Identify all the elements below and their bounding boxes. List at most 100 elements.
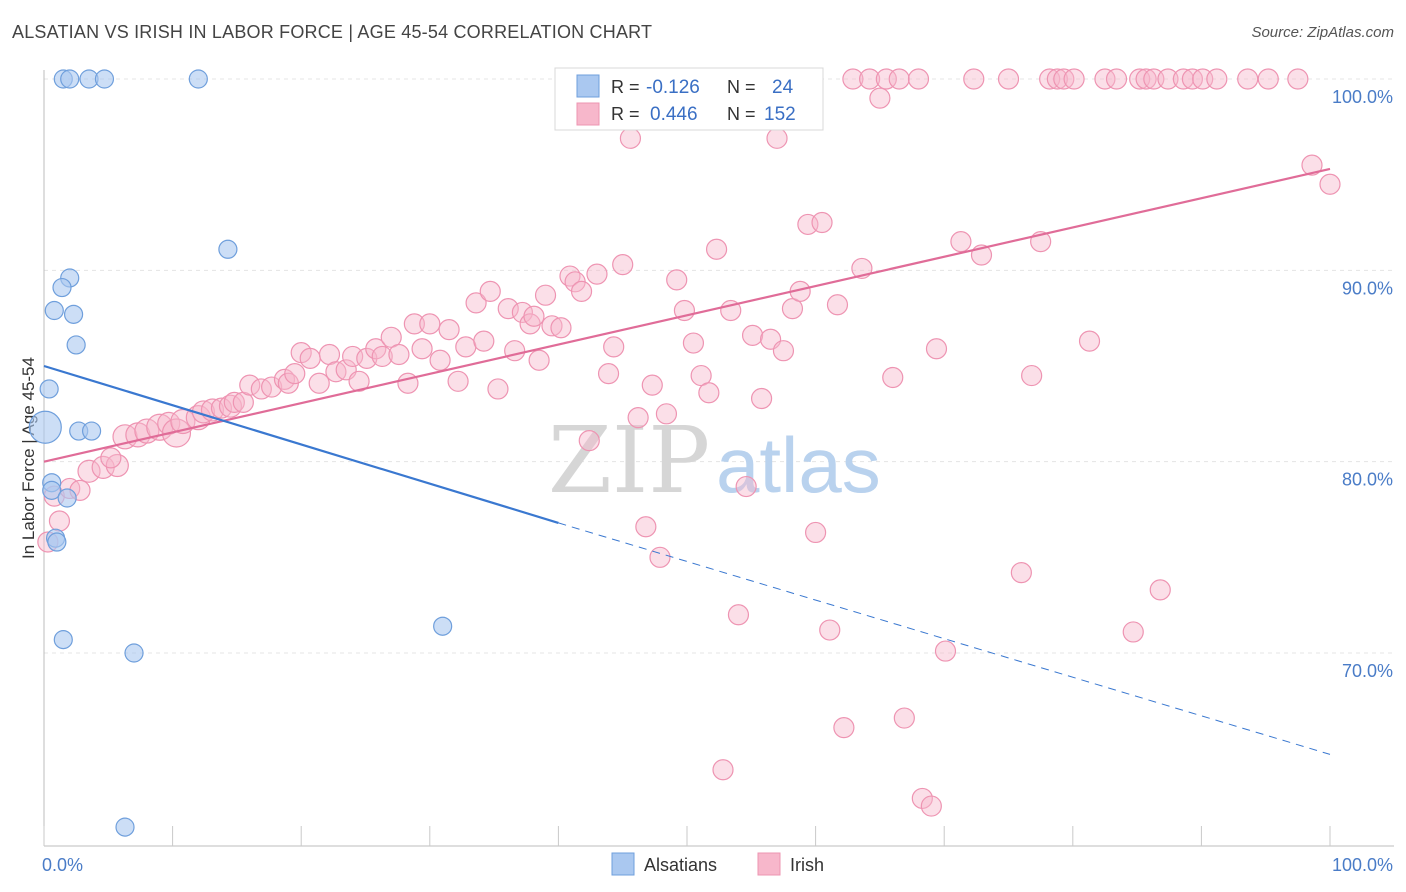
alsatians-point-12 <box>28 410 62 444</box>
irish-point-77 <box>666 269 688 291</box>
irish-point-126 <box>1105 68 1128 90</box>
alsatians-point-5 <box>218 239 238 259</box>
alsatians-point-23 <box>115 817 135 837</box>
alsatians-trend-line <box>43 364 559 524</box>
series-legend: Alsatians Irish <box>611 852 824 876</box>
irish-point-14 <box>161 418 192 448</box>
irish-point-99 <box>833 717 855 739</box>
legend-frame <box>554 67 824 131</box>
irish-point-47 <box>438 319 460 341</box>
chart-title: ALSATIAN VS IRISH IN LABOR FORCE | AGE 4… <box>12 22 653 42</box>
irish-point-71 <box>619 127 642 149</box>
irish-point-45 <box>419 313 441 335</box>
irish-point-97 <box>819 619 841 641</box>
y-axis-label: In Labor Force | Age 45-54 <box>19 357 38 559</box>
irish-point-28 <box>284 363 306 385</box>
legend-swatch-alsatians <box>576 74 600 98</box>
legend-swatch-irish <box>576 102 600 126</box>
irish-trend-line <box>43 167 1331 463</box>
y-tick-label-70: 70.0% <box>1342 661 1393 681</box>
irish-point-43 <box>403 313 425 335</box>
irish-point-85 <box>727 604 750 626</box>
legend-r-value-alsatians: -0.126 <box>646 77 700 98</box>
irish-point-49 <box>455 336 477 358</box>
irish-point-30 <box>299 347 321 369</box>
irish-point-69 <box>603 336 625 358</box>
irish-point-123 <box>1063 68 1085 90</box>
irish-point-96 <box>811 211 833 234</box>
x-tick-label-100: 100.0% <box>1332 855 1393 875</box>
irish-point-25 <box>261 376 283 398</box>
irish-point-83 <box>712 759 734 781</box>
legend-n-value-alsatians: 24 <box>772 77 794 98</box>
legend-n-label-alsatians: N = <box>727 77 756 97</box>
irish-point-116 <box>997 68 1020 90</box>
alsatians-point-11 <box>39 379 59 399</box>
irish-point-60 <box>534 284 557 306</box>
irish-point-132 <box>1157 68 1179 90</box>
irish-point-50 <box>465 292 487 314</box>
irish-point-86 <box>735 475 757 498</box>
irish-point-65 <box>570 280 593 302</box>
irish-point-133 <box>1172 68 1194 90</box>
legend-r-label-irish: R = <box>611 104 640 124</box>
series-legend-swatch-irish <box>757 852 781 876</box>
irish-point-98 <box>826 294 849 316</box>
irish-point-138 <box>1257 68 1279 90</box>
irish-point-136 <box>1206 68 1228 90</box>
irish-point-125 <box>1094 68 1116 90</box>
irish-point-66 <box>578 430 600 452</box>
alsatians-point-1 <box>60 69 80 89</box>
irish-point-105 <box>882 366 904 389</box>
irish-point-67 <box>586 263 608 285</box>
irish-point-1 <box>48 510 71 532</box>
axes <box>43 70 1394 847</box>
chart-source: Source: ZipAtlas.com <box>1251 24 1394 41</box>
alsatians-point-14 <box>81 421 102 441</box>
alsatians-point-10 <box>66 335 86 355</box>
y-tick-label-100: 100.0% <box>1332 87 1393 107</box>
irish-point-140 <box>1301 154 1323 176</box>
irish-point-23 <box>239 374 261 396</box>
alsatians-point-16 <box>42 480 62 500</box>
irish-point-41 <box>388 343 410 366</box>
irish-point-59 <box>528 349 550 371</box>
irish-point-104 <box>875 68 897 90</box>
series-legend-label-irish: Irish <box>790 855 824 875</box>
irish-point-102 <box>859 68 881 90</box>
alsatians-point-17 <box>57 488 77 508</box>
irish-point-90 <box>766 127 788 149</box>
alsatians-point-21 <box>53 630 73 650</box>
irish-point-112 <box>934 640 957 662</box>
alsatians-point-22 <box>124 643 144 663</box>
irish-point-21 <box>223 391 245 413</box>
x-ticks <box>43 826 1331 846</box>
irish-point-124 <box>1078 330 1101 352</box>
irish-point-48 <box>447 370 469 392</box>
alsatians-point-9 <box>63 304 84 324</box>
irish-point-55 <box>504 340 526 362</box>
irish-point-44 <box>411 338 433 360</box>
trend-lines <box>43 167 1331 755</box>
irish-point-46 <box>429 349 451 371</box>
irish-point-76 <box>655 403 678 425</box>
y-tick-label-90: 90.0% <box>1342 278 1393 298</box>
irish-point-26 <box>273 368 296 390</box>
irish-point-52 <box>479 280 501 302</box>
irish-point-58 <box>523 305 545 327</box>
irish-point-109 <box>911 787 933 810</box>
alsatians-point-20 <box>433 616 453 636</box>
irish-point-108 <box>907 68 930 90</box>
legend-r-value-irish: 0.446 <box>650 104 698 125</box>
irish-point-72 <box>627 407 649 429</box>
alsatians-point-8 <box>44 300 64 321</box>
alsatians-points <box>28 69 453 837</box>
irish-point-137 <box>1237 68 1259 90</box>
irish-point-113 <box>950 231 972 253</box>
legend-n-label-irish: N = <box>727 104 756 124</box>
series-legend-swatch-alsatians <box>611 852 635 876</box>
y-tick-label-80: 80.0% <box>1342 470 1393 490</box>
irish-point-111 <box>925 338 948 360</box>
irish-point-79 <box>682 332 705 354</box>
legend-box: R = -0.126 N = 24 R = 0.446 N = 152 <box>554 67 824 131</box>
